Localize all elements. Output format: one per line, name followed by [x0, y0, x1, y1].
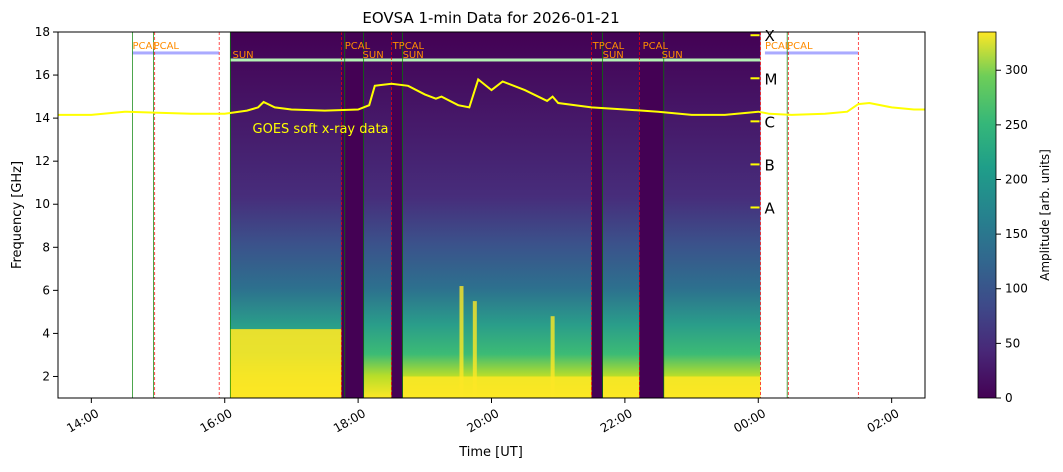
- scan-gap: [391, 32, 403, 398]
- scan-gap: [591, 32, 603, 398]
- colorbar-label: Amplitude [arb. units]: [1038, 149, 1052, 281]
- goes-class-label: C: [764, 113, 774, 131]
- y-tick-label: 2: [42, 369, 50, 383]
- y-tick-label: 10: [35, 197, 50, 211]
- y-tick-label: 4: [42, 326, 50, 340]
- scan-gaps: [341, 32, 664, 398]
- scan-label: PCAL: [643, 41, 669, 52]
- y-axis-ticks: 2 4 6 8 10 12 14 16 18: [35, 25, 58, 383]
- goes-class-label: M: [764, 70, 777, 88]
- goes-class-label: A: [764, 199, 775, 217]
- x-tick-label: 14:00: [64, 406, 101, 435]
- goes-class-label: X: [764, 27, 774, 45]
- pcal-bar: [132, 51, 220, 55]
- goes-class-label: B: [764, 156, 774, 174]
- scan-label: PCAL: [154, 41, 180, 52]
- scan-gap: [341, 32, 364, 398]
- colorbar-tick-label: 0: [1005, 391, 1013, 405]
- scan-label: TPCAL: [392, 41, 425, 52]
- y-axis-label: Frequency [GHz]: [10, 161, 25, 269]
- scan-label: SUN: [603, 50, 624, 61]
- goes-xray-curve: [58, 77, 925, 116]
- spectrogram: [230, 32, 761, 398]
- x-tick-label: 22:00: [598, 406, 635, 435]
- y-tick-label: 8: [42, 240, 50, 254]
- x-tick-label: 02:00: [865, 406, 902, 435]
- colorbar-tick-label: 150: [1005, 227, 1028, 241]
- scan-label: PCAL: [765, 41, 791, 52]
- scan-bars: [132, 51, 859, 62]
- colorbar-tick-label: 50: [1005, 336, 1020, 350]
- spectrogram-burst: [550, 316, 555, 398]
- x-axis-ticks: 14:00 16:00 18:00 20:00 22:00 00:00 02:00: [64, 398, 902, 436]
- colorbar-tick-label: 300: [1005, 63, 1028, 77]
- colorbar-ticks: 0 50 100 150 200 250 300: [996, 63, 1028, 405]
- y-tick-label: 16: [35, 68, 50, 82]
- scan-label: SUN: [363, 50, 384, 61]
- scan-label: PCAL: [132, 41, 158, 52]
- scan-label: SUN: [233, 50, 254, 61]
- sun-scan-bar: [230, 58, 761, 62]
- colorbar: [977, 31, 997, 399]
- y-tick-label: 12: [35, 154, 50, 168]
- x-tick-label: 18:00: [331, 406, 368, 435]
- x-tick-label: 00:00: [731, 406, 768, 435]
- spectrogram-low-band: [402, 376, 761, 398]
- goes-label: GOES soft x-ray data: [253, 122, 389, 137]
- x-axis-label: Time [UT]: [458, 445, 523, 460]
- y-tick-label: 18: [35, 25, 50, 39]
- scan-label: PCAL: [345, 41, 371, 52]
- colorbar-tick-label: 200: [1005, 172, 1028, 186]
- plot-area: PCALPCALSUNPCALSUNTPCALSUNTPCALSUNPCALSU…: [58, 32, 925, 398]
- y-tick-label: 14: [35, 111, 50, 125]
- scan-boundary-lines: [132, 32, 859, 398]
- colorbar-tick-label: 100: [1005, 282, 1028, 296]
- x-tick-label: 20:00: [464, 406, 501, 435]
- chart-title: EOVSA 1-min Data for 2026-01-21: [362, 9, 619, 27]
- scan-label: SUN: [403, 50, 424, 61]
- scan-label: PCAL: [787, 41, 813, 52]
- goes-class-markers: X M C B A: [750, 27, 777, 217]
- spectrogram-burst: [459, 286, 464, 398]
- scan-labels: PCALPCALSUNPCALSUNTPCALSUNTPCALSUNPCALSU…: [132, 41, 813, 61]
- scan-label: SUN: [662, 50, 683, 61]
- colorbar-tick-label: 250: [1005, 118, 1028, 132]
- pcal-bar: [764, 51, 859, 55]
- spectrogram-burst: [472, 301, 477, 398]
- y-tick-label: 6: [42, 283, 50, 297]
- x-tick-label: 16:00: [198, 406, 235, 435]
- scan-gap: [639, 32, 664, 398]
- scan-label: TPCAL: [592, 41, 625, 52]
